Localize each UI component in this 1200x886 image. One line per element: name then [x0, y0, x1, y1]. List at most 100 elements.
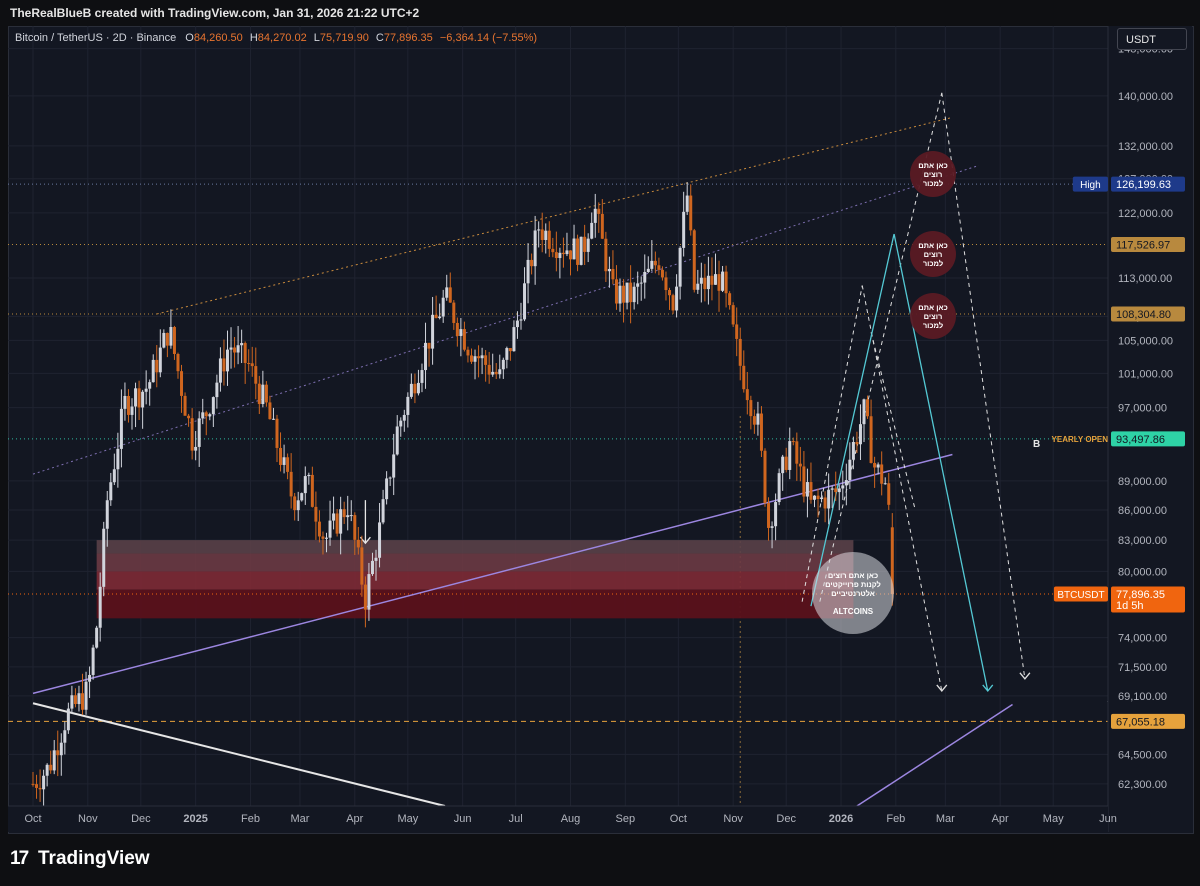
candles: [31, 182, 894, 807]
candle-body: [526, 259, 530, 284]
time-tick: Oct: [670, 813, 687, 825]
candle-body: [261, 384, 265, 405]
candle-body: [225, 349, 229, 372]
candle-body: [593, 208, 597, 223]
candle-body: [385, 478, 389, 500]
price-tick: 101,000.00: [1118, 368, 1173, 380]
candle-body: [498, 369, 502, 375]
candle-body: [487, 364, 491, 375]
price-tag: 67,055.18: [1116, 716, 1165, 728]
candle-body: [735, 324, 739, 339]
candle-body: [795, 441, 799, 464]
symbol-legend: Bitcoin / TetherUS · 2D · Binance O84,26…: [15, 32, 537, 44]
zone-band: [96, 553, 854, 572]
candle-body: [512, 327, 516, 352]
candle-body: [622, 285, 626, 303]
level-label: YEARLY OPEN: [1052, 435, 1109, 444]
candle-body: [137, 388, 141, 408]
candle-body: [222, 358, 226, 372]
level-label-bg: [1072, 176, 1108, 192]
sell-bubble-text: למכור: [923, 179, 943, 188]
candle-body: [427, 342, 431, 349]
candle-body: [597, 208, 601, 214]
candle-body: [586, 238, 590, 252]
candle-body: [494, 371, 498, 375]
arrowhead-teal: [982, 684, 994, 692]
time-tick: Apr: [992, 813, 1009, 825]
altcoins-note-text: כאן אתם רוצים: [828, 571, 878, 580]
candle-body: [731, 305, 735, 325]
candle-body: [77, 693, 81, 705]
candle-body: [328, 520, 332, 538]
price-tag: 77,896.35: [1116, 589, 1165, 601]
tradingview-logo[interactable]: 17 TradingView: [10, 848, 150, 870]
footer-bar: 17 TradingView: [0, 834, 1200, 886]
candle-body: [356, 539, 360, 548]
arrowhead-2: [1019, 672, 1031, 680]
candle-body: [477, 356, 481, 359]
price-tick: 62,300.00: [1118, 779, 1167, 791]
price-tick: 140,000.00: [1118, 91, 1173, 103]
candle-body: [155, 359, 159, 373]
candle-body: [339, 509, 343, 534]
time-tick: Feb: [886, 813, 905, 825]
currency-selector[interactable]: USDT: [1117, 28, 1187, 50]
candle-body: [618, 285, 622, 304]
candle-body: [169, 327, 173, 346]
candle-body: [353, 515, 357, 540]
candle-body: [325, 537, 329, 539]
candle-body: [165, 332, 169, 346]
candle-body: [880, 464, 884, 484]
price-countdown: 1d 5h: [1116, 600, 1144, 612]
sell-bubble: [910, 293, 956, 339]
candle-body: [699, 277, 703, 284]
candle-body: [406, 396, 410, 415]
candle-body: [349, 515, 353, 517]
candle-body: [240, 343, 244, 346]
candle-body: [176, 353, 180, 372]
candle-body: [724, 271, 728, 294]
legend-line: Bitcoin / TetherUS · 2D · Binance O84,26…: [15, 32, 537, 44]
candle-body: [530, 259, 534, 267]
candle-body: [759, 413, 763, 451]
proj-mid: [870, 332, 916, 511]
candle-body: [268, 402, 272, 420]
candle-body: [579, 236, 583, 265]
candle-body: [172, 327, 176, 354]
candle-body: [134, 388, 138, 407]
candle-body: [229, 347, 233, 350]
trendline-b: [32, 453, 953, 695]
candle-body: [547, 230, 551, 249]
candle-body: [788, 441, 792, 470]
support-zone: [96, 540, 854, 619]
price-axis[interactable]: 148,000.00140,000.00132,000.00127,000.00…: [1052, 26, 1192, 832]
attribution-bar: TheRealBlueB created with TradingView.co…: [0, 0, 1200, 26]
time-tick: Nov: [78, 813, 98, 825]
legend-close: 77,896.35: [384, 32, 433, 44]
candle-body: [537, 229, 541, 231]
candle-body: [455, 322, 459, 336]
candle-body: [629, 282, 633, 303]
legend-low-label: L: [314, 32, 320, 44]
candle-body: [151, 359, 155, 383]
candle-body: [84, 681, 88, 710]
candle-body: [70, 695, 74, 709]
candle-body: [148, 382, 152, 389]
candle-body: [876, 464, 880, 468]
candle-body: [158, 347, 162, 373]
zone-band: [96, 571, 854, 590]
candle-body: [420, 370, 424, 383]
price-tick: 80,000.00: [1118, 566, 1167, 578]
candle-body: [119, 408, 123, 449]
candle-body: [784, 456, 788, 470]
candle-body: [862, 399, 866, 425]
candle-body: [823, 497, 827, 509]
candle-body: [752, 416, 756, 425]
candle-body: [484, 355, 488, 365]
time-axis[interactable]: Oct Nov Dec 2025 Feb Mar Apr May Jun Jul Aug Sep Oct…: [8, 805, 1117, 832]
candle-body: [98, 586, 102, 628]
candle-body: [162, 332, 166, 348]
candle-body: [837, 488, 841, 493]
candle-body: [52, 750, 56, 771]
